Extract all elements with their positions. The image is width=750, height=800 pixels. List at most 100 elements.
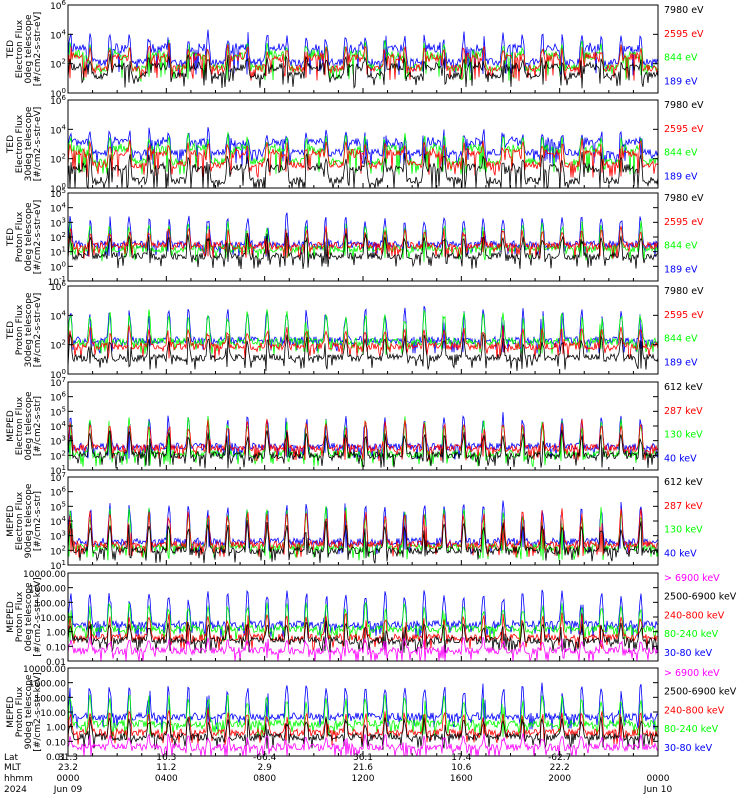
y-axis-label: 90deg telescope [24,483,34,558]
ytick-label: 103 [50,530,66,543]
xtick-label: 2.9 [258,763,273,773]
legend-entry: 40 keV [664,548,697,559]
ytick-label: 105 [50,187,66,200]
ytick-label: 102 [50,153,66,166]
y-axis-label: 0deg telescope [24,582,34,652]
ytick-label: 0.10 [46,643,66,653]
ytick-label: 100.00 [35,694,67,704]
ytick-label: 1000.00 [29,585,66,595]
ytick-label: 101 [50,246,66,259]
xtick-label: 0800 [253,774,276,784]
ytick-label: 107 [50,471,66,484]
legend-entry: 130 keV [664,430,703,441]
ytick-label: 10000.00 [23,570,66,580]
legend-entry: 2595 eV [664,310,704,321]
xtick-label: 36.1 [353,753,373,763]
flux-panel-8: 0.01 0.10 1.00 10.00 100.00 1000.00 10000.00 ME… [6,665,737,763]
ytick-label: 101 [50,464,66,477]
ytick-label: 101 [50,559,66,572]
ytick-label: 106 [50,0,66,12]
ytick-label: 103 [50,216,66,229]
y-axis-label: TED [6,135,16,154]
series-black-trace [67,332,659,372]
legend-entry: 844 eV [664,334,698,345]
ytick-label: 100 [50,368,66,381]
xtick-label: -62.7 [548,753,571,763]
xtick-label: 17.4 [451,753,471,763]
y-axis-label: 30deg telescope [24,292,34,367]
ytick-label: 104 [50,309,66,322]
y-axis-label: Proton Flux [15,304,25,355]
flux-panel-7: 0.01 0.10 1.00 10.00 100.00 1000.00 10000.00 ME… [6,570,737,668]
ytick-label: 102 [50,449,66,462]
flux-panel-2: 100 102 104 106 TED Electron Flux 30deg telesc… [6,94,704,195]
xtick-label: -66.4 [253,753,277,763]
xtick-label: 1200 [352,774,375,784]
axis-row-label: hhmm [4,774,33,784]
y-axis-label: MEPED [6,410,16,442]
series-red-trace [67,418,659,462]
y-axis-label: [#/cm2-s-str-eV] [33,107,43,182]
ytick-label: 104 [50,123,66,136]
legend-entry: 80-240 keV [664,629,719,640]
y-axis-label: TED [6,40,16,59]
legend-entry: 612 keV [664,382,703,393]
xtick-label: 11.2 [156,763,176,773]
series-red-trace [67,225,659,259]
series-black-trace [67,519,659,564]
xtick-label: 31.3 [58,753,78,763]
xtick-label: 0000 [647,774,670,784]
y-axis-label: 0deg telescope [24,391,34,461]
series-black-trace [67,716,659,751]
y-axis-label: Proton Flux [15,686,25,737]
ytick-label: 100.00 [35,599,67,609]
series-red-trace [67,42,659,82]
y-axis-label: [#/cm2-s-str] [33,396,43,456]
ytick-label: 10-1 [48,275,66,288]
xtick-label: 0400 [155,774,178,784]
ytick-label: 10.00 [40,614,66,624]
xtick-label: 0000 [57,774,80,784]
y-axis-label: [#/cm2-s-str-eV] [33,200,43,275]
legend-entry: 612 keV [664,477,703,488]
ytick-label: 102 [50,339,66,352]
legend-entry: 189 eV [664,76,698,87]
y-axis-label: 0deg telescope [24,14,34,84]
series-magenta-trace [67,636,659,663]
legend-entry: 30-80 keV [664,743,713,754]
series-blue-trace [67,127,659,166]
ytick-label: 104 [50,515,66,528]
ytick-label: 105 [50,405,66,418]
legend-entry: 130 keV [664,525,703,536]
y-axis-label: [#/cm2-s-str-eV] [33,293,43,368]
legend-entry: 287 keV [664,501,703,512]
y-axis-label: TED [6,321,16,340]
y-axis-label: MEPED [6,601,16,633]
ytick-label: 106 [50,391,66,404]
legend-entry: 844 eV [664,53,698,64]
legend-entry: 189 eV [664,264,698,275]
legend-entry: 40 keV [664,453,697,464]
xtick-label: 10.6 [451,763,471,773]
ytick-label: 100 [50,182,66,195]
y-axis-label: MEPED [6,696,16,728]
xtick-label: 21.6 [353,763,373,773]
ytick-label: 104 [50,420,66,433]
panel-frame [67,192,659,282]
legend-entry: 2500-6900 keV [664,592,737,603]
legend-entry: > 6900 keV [664,668,720,679]
y-axis-label: MEPED [6,505,16,537]
ytick-label: 1000.00 [29,680,66,690]
ytick-label: 1.00 [46,724,66,734]
legend-entry: 189 eV [664,357,698,368]
legend-entry: 7980 eV [664,193,704,204]
series-red-trace [67,325,659,360]
xtick-label: Jun 10 [643,785,673,795]
y-axis-label: [#/cm2-s-str-keV] [33,672,43,751]
xtick-label: 23.2 [58,763,78,773]
y-axis-label: [#/cm2-s-str-keV] [33,577,43,656]
